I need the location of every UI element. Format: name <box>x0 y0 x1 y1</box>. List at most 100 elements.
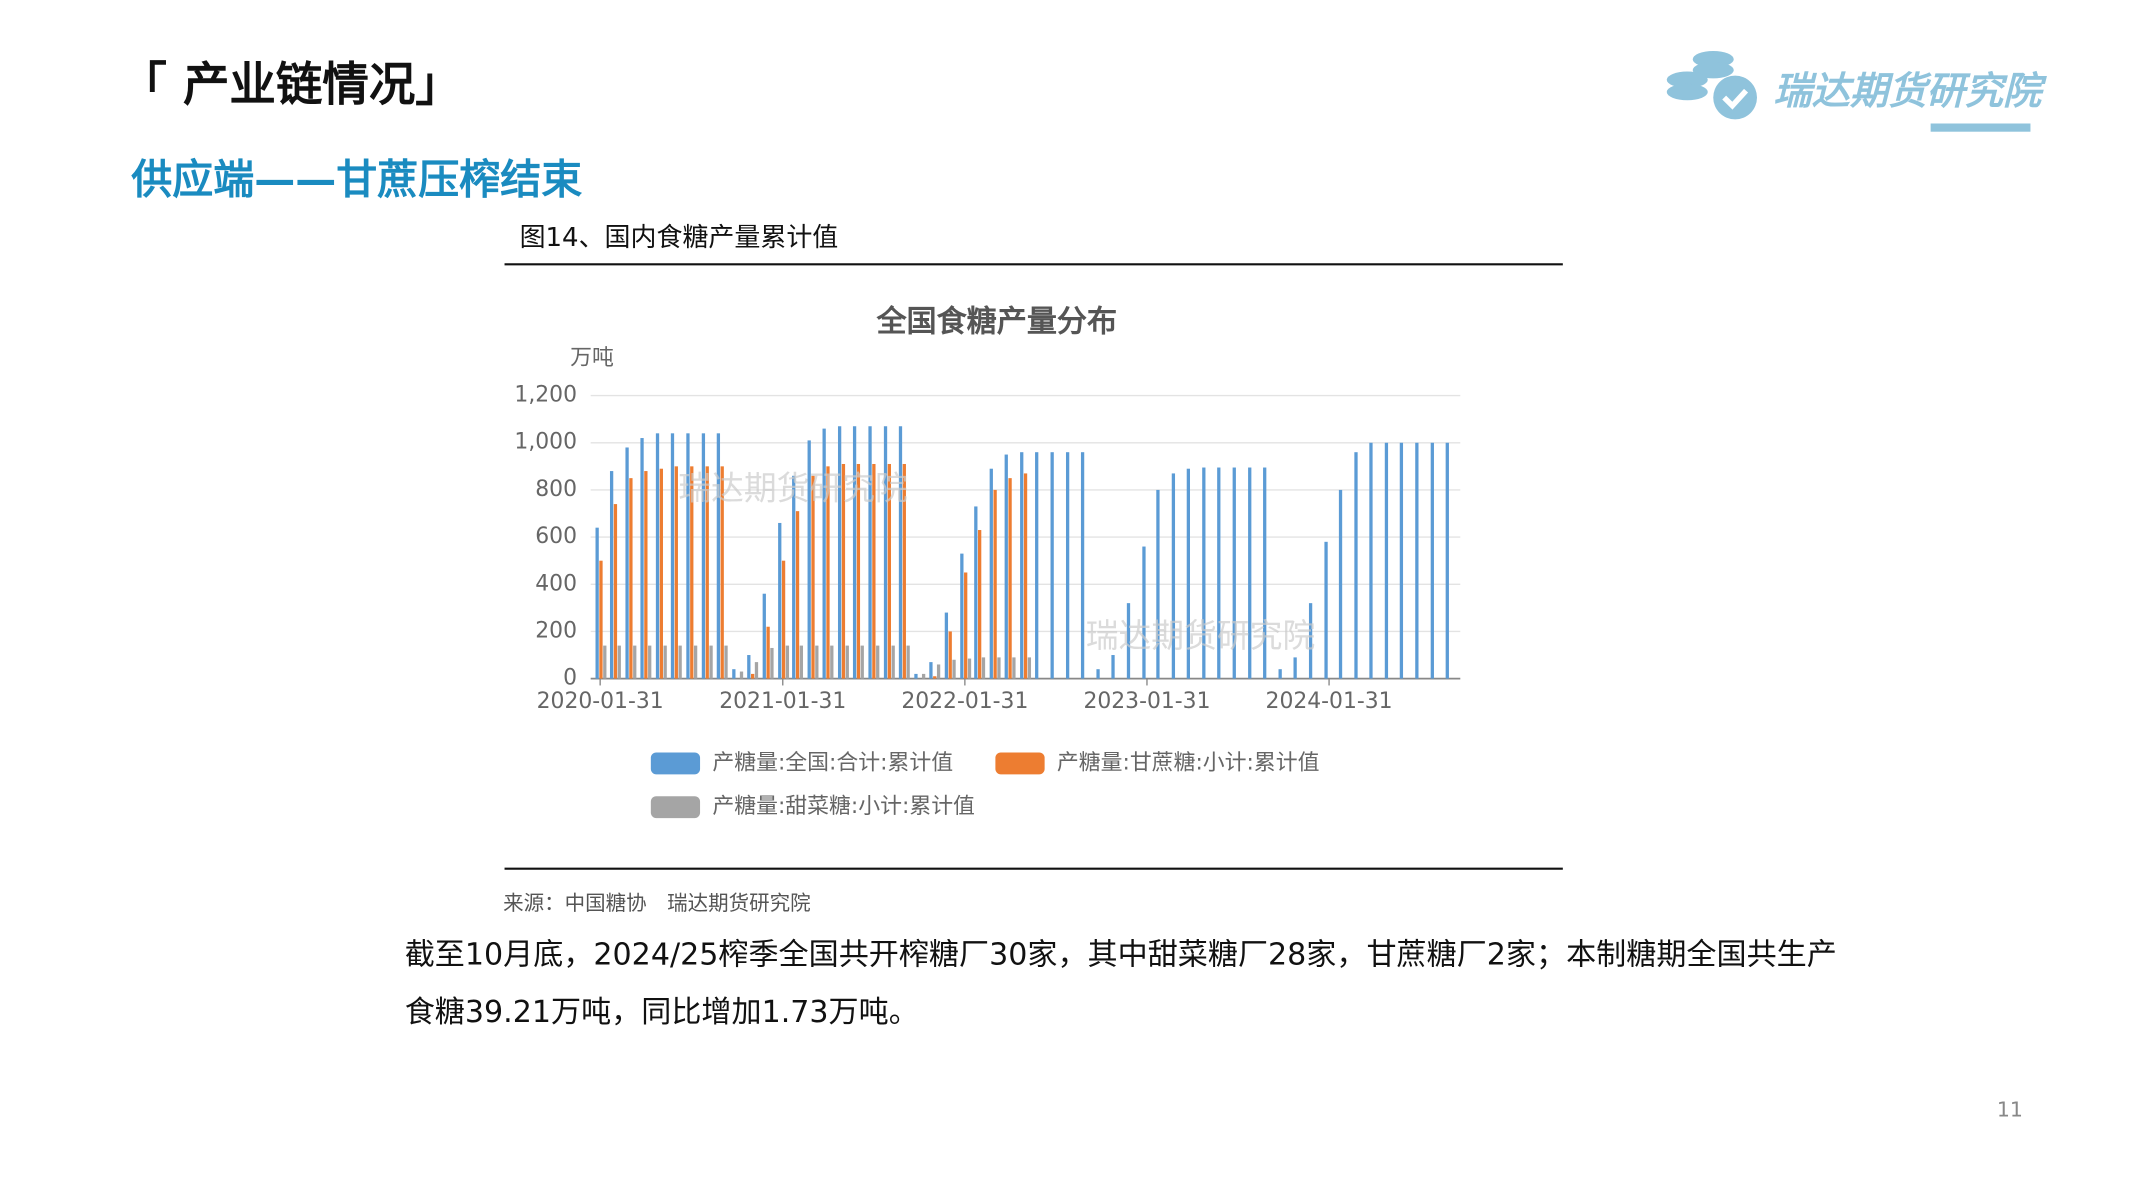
bar <box>845 645 849 679</box>
bar <box>1354 452 1358 679</box>
bar <box>1171 473 1176 679</box>
bar <box>815 645 819 679</box>
x-tick-label: 2021-01-31 <box>719 689 846 714</box>
bar <box>1338 489 1343 679</box>
bar <box>860 645 864 679</box>
bar <box>629 478 633 679</box>
bar <box>770 647 774 679</box>
chart-title: 全国食糖产量分布 <box>875 305 1117 340</box>
bar <box>1050 452 1054 679</box>
y-tick-label: 400 <box>535 571 577 596</box>
logo-check-circle <box>1713 75 1757 120</box>
bar <box>993 489 997 679</box>
subtitle: 供应端——甘蔗压榨结束 <box>131 155 582 203</box>
bar <box>613 504 618 679</box>
bar <box>1065 452 1070 679</box>
bar <box>1232 467 1236 679</box>
logo-underline <box>1930 123 2031 132</box>
bar <box>781 560 786 679</box>
y-tick-label: 600 <box>535 524 577 549</box>
body-container: 截至10月底，2024/25榨季全国共开榨糖厂30家，其中甜菜糖厂28家，甘蔗糖… <box>405 938 1837 1030</box>
bar <box>876 645 880 679</box>
bar <box>1023 473 1028 679</box>
bar <box>659 468 663 679</box>
bar <box>1020 452 1024 679</box>
bar <box>633 645 637 679</box>
bar <box>841 463 846 679</box>
bar <box>799 645 804 679</box>
bar <box>1308 603 1313 679</box>
bar <box>1186 468 1191 679</box>
plot: 0 200 400 600 800 1,000 1,200 2020-01-31 2021-01… <box>514 383 1461 714</box>
bar <box>933 676 937 679</box>
bar <box>1004 454 1008 679</box>
bar <box>1142 546 1146 679</box>
bar <box>891 645 895 679</box>
bar <box>837 426 842 679</box>
bar <box>960 553 964 679</box>
bar <box>751 673 755 679</box>
y-tick-label: 1,200 <box>514 383 577 408</box>
bar <box>967 658 972 679</box>
bar <box>952 659 956 679</box>
bar <box>644 471 648 679</box>
bar <box>1430 442 1434 679</box>
watermark: 瑞达期货研究院 <box>1086 617 1316 655</box>
bar <box>595 527 599 679</box>
bar <box>1217 467 1221 679</box>
bar <box>1445 442 1449 679</box>
bar <box>609 471 614 679</box>
bar <box>1096 669 1100 679</box>
bar <box>1293 657 1297 679</box>
bar <box>906 645 910 679</box>
y-tick-label: 0 <box>563 666 577 691</box>
bar <box>822 428 826 679</box>
bar <box>978 530 982 679</box>
bar <box>1324 541 1328 679</box>
legend-swatch <box>995 752 1045 775</box>
bar <box>674 466 678 679</box>
bar <box>785 645 790 679</box>
bar <box>1399 442 1404 679</box>
bar <box>989 468 993 679</box>
logo-coin <box>1666 71 1708 88</box>
bar <box>807 440 811 679</box>
bar <box>617 645 621 679</box>
bar <box>929 662 933 679</box>
bar <box>811 475 815 679</box>
logo-coin <box>1692 61 1734 79</box>
bar <box>852 426 857 679</box>
bar <box>724 645 728 679</box>
bar <box>830 645 834 679</box>
y-unit: 万吨 <box>570 346 614 371</box>
bar <box>762 593 766 679</box>
page-number: 11 <box>1997 1098 2023 1122</box>
bar <box>898 426 903 679</box>
logo: 瑞达期货研究院 <box>1666 51 2047 132</box>
bar <box>792 475 796 679</box>
bar <box>747 655 751 679</box>
bar <box>856 463 861 679</box>
bar <box>603 645 607 679</box>
bar <box>693 645 698 679</box>
bar <box>599 560 603 679</box>
source: 来源：中国糖协 瑞达期货研究院 <box>503 891 811 915</box>
watermark: 瑞达期货研究院 <box>678 469 908 507</box>
legend-label: 产糖量:甜菜糖:小计:累计值 <box>712 794 975 819</box>
header-title: 「 产业链情况」 <box>120 57 461 111</box>
legend-swatch <box>650 796 701 819</box>
bar <box>795 511 800 679</box>
bar <box>936 664 941 679</box>
y-tick-label: 1,000 <box>514 430 577 455</box>
bar <box>678 645 682 679</box>
x-tick-label: 2022-01-31 <box>901 689 1028 714</box>
bar <box>1111 655 1115 679</box>
bar <box>948 631 952 679</box>
bar <box>1415 442 1419 679</box>
bar <box>1035 452 1039 679</box>
bar <box>701 433 706 679</box>
bar <box>1384 442 1389 679</box>
bar <box>964 572 968 679</box>
bar <box>826 466 830 679</box>
